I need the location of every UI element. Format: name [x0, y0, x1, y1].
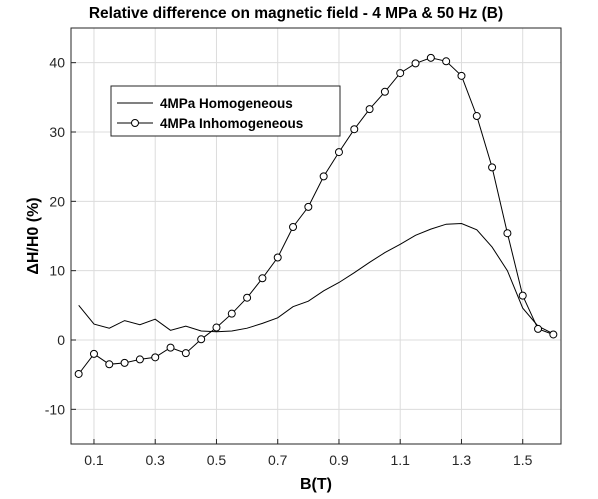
x-tick-label: 0.9	[329, 452, 349, 468]
legend-label-homogeneous: 4MPa Homogeneous	[160, 96, 293, 111]
x-tick-label: 0.5	[207, 452, 227, 468]
legend-label-inhomogeneous: 4MPa Inhomogeneous	[160, 116, 303, 131]
data-point-1	[503, 229, 512, 238]
data-point-1	[74, 369, 83, 378]
x-axis-label: B(T)	[300, 476, 332, 493]
data-point-1	[212, 323, 221, 332]
data-point-1	[534, 324, 543, 333]
y-tick-label: 40	[49, 55, 65, 71]
data-point-1	[549, 330, 558, 339]
data-point-1	[365, 105, 374, 114]
data-point-1	[518, 291, 527, 300]
data-point-1	[304, 202, 313, 211]
data-point-1	[319, 172, 328, 181]
data-point-1	[197, 335, 206, 344]
legend-box	[110, 85, 341, 137]
data-point-1	[273, 253, 282, 262]
data-point-1	[258, 274, 267, 283]
y-tick-label: 20	[49, 193, 65, 209]
data-point-1	[227, 309, 236, 318]
data-point-1	[442, 57, 451, 66]
ticks: 0.1 0.3 0.5 0.7 0.9 1.1 1.3 1.5 -10 0 10 20 30 40	[45, 55, 533, 468]
data-point-1	[166, 343, 175, 352]
data-point-1	[151, 353, 160, 362]
data-point-1	[135, 355, 144, 364]
data-point-1	[89, 349, 98, 358]
data-point-1	[411, 59, 420, 68]
y-axis-label: ΔH/H0 (%)	[25, 197, 42, 274]
data-point-1	[350, 125, 359, 134]
x-tick-label: 0.3	[145, 452, 165, 468]
x-tick-label: 0.1	[84, 452, 104, 468]
data-point-1	[457, 71, 466, 80]
y-tick-label: 10	[49, 263, 65, 279]
y-tick-label: 30	[49, 124, 65, 140]
plot-area	[70, 27, 562, 445]
legend: 4MPa Homogeneous 4MPa Inhomogeneous	[110, 85, 341, 137]
series-line-0	[78, 222, 554, 335]
x-tick-label: 1.5	[513, 452, 533, 468]
data-point-1	[426, 53, 435, 62]
data-point-1	[334, 148, 343, 157]
series-layer	[74, 53, 558, 378]
x-tick-label: 1.1	[390, 452, 410, 468]
data-point-1	[289, 222, 298, 231]
legend-marker-inhomogeneous	[131, 119, 139, 127]
data-point-1	[380, 87, 389, 96]
data-point-1	[120, 358, 129, 367]
y-tick-label: 0	[57, 332, 65, 348]
data-point-1	[105, 360, 114, 369]
data-point-1	[243, 293, 252, 302]
y-tick-label: -10	[45, 401, 65, 417]
x-tick-label: 1.3	[452, 452, 472, 468]
chart-title: Relative difference on magnetic field - …	[89, 5, 503, 22]
data-point-1	[181, 349, 190, 358]
data-point-1	[472, 112, 481, 121]
x-tick-label: 0.7	[268, 452, 288, 468]
data-point-1	[488, 163, 497, 172]
data-point-1	[396, 69, 405, 78]
